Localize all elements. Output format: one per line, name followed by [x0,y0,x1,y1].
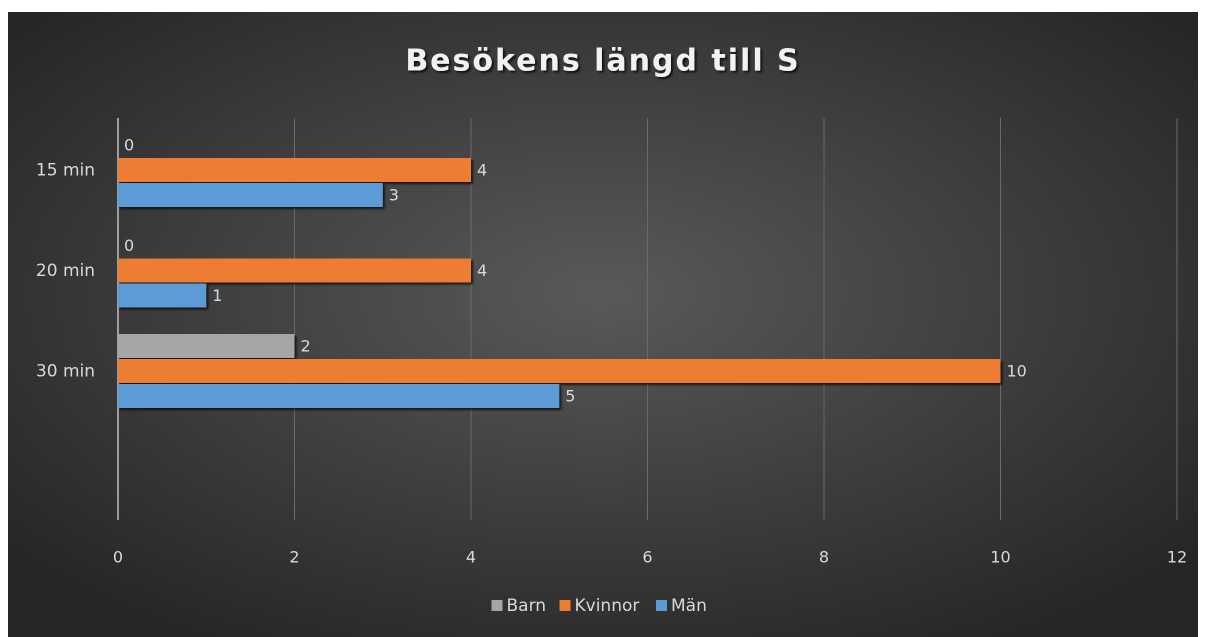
data-label: 10 [1007,362,1027,381]
legend-label: Barn [507,596,547,616]
x-tick-label: 4 [466,548,476,567]
data-label: 1 [212,286,222,305]
y-tick-label: 30 min [36,361,95,381]
bar [118,359,1001,383]
x-tick-label: 6 [642,548,652,567]
bar [118,258,471,283]
legend-swatch [491,600,503,611]
legend-label: Män [671,596,707,616]
x-tick-label: 10 [990,548,1010,567]
x-tick-label: 12 [1167,548,1187,567]
x-tick-label: 2 [289,548,299,567]
bar [118,183,383,207]
bar [118,384,560,408]
data-label: 4 [477,261,487,280]
chart-background [8,12,1198,637]
data-label: 0 [124,136,134,155]
bar [118,283,207,308]
data-label: 5 [565,387,575,406]
y-tick-label: 15 min [36,160,95,180]
data-label: 3 [389,186,399,205]
x-tick-label: 0 [113,548,123,567]
chart-title: Besökens längd till S [405,44,800,79]
data-label: 4 [477,161,487,180]
legend-swatch [559,600,571,611]
bar [118,334,295,358]
y-tick-label: 20 min [36,261,95,281]
legend-label: Kvinnor [575,596,640,616]
bar [118,158,471,182]
x-tick-label: 8 [819,548,829,567]
data-label: 0 [124,236,134,255]
data-label: 2 [301,337,311,356]
legend-swatch [656,600,667,611]
